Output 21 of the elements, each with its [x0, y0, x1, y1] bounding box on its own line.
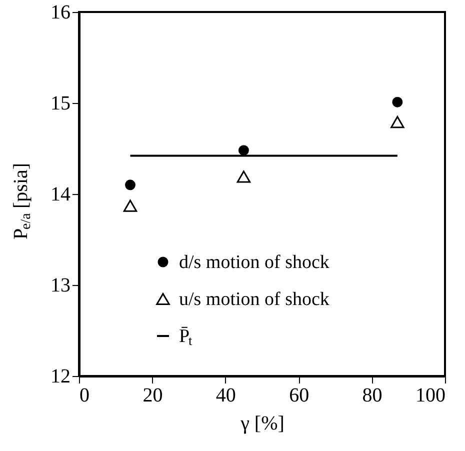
x-axis-title: γ [%] — [240, 412, 284, 434]
y-tick-label: 13 — [50, 274, 70, 296]
y-tick-label: 12 — [50, 366, 70, 388]
x-tick-label: 40 — [216, 384, 236, 406]
x-tick-label: 60 — [289, 384, 310, 406]
point — [238, 145, 249, 156]
point — [123, 200, 138, 212]
y-tick-label: 14 — [50, 184, 70, 206]
x-tick-label: 80 — [362, 384, 382, 406]
x-tick-label: 20 — [142, 384, 163, 406]
point — [236, 170, 251, 183]
y-tick-label: 16 — [50, 2, 70, 24]
point — [124, 180, 136, 190]
y-tick-label: 15 — [50, 92, 70, 114]
legend-label: u/s motion of shock — [179, 289, 330, 310]
point — [390, 116, 404, 128]
x-tick-label: 0 — [80, 384, 90, 406]
point — [392, 96, 403, 108]
legend-label: d/s motion of shock — [179, 252, 330, 273]
y-axis-title: Pe/a[psia] — [10, 162, 34, 240]
x-tick-label: 100 — [416, 384, 446, 406]
